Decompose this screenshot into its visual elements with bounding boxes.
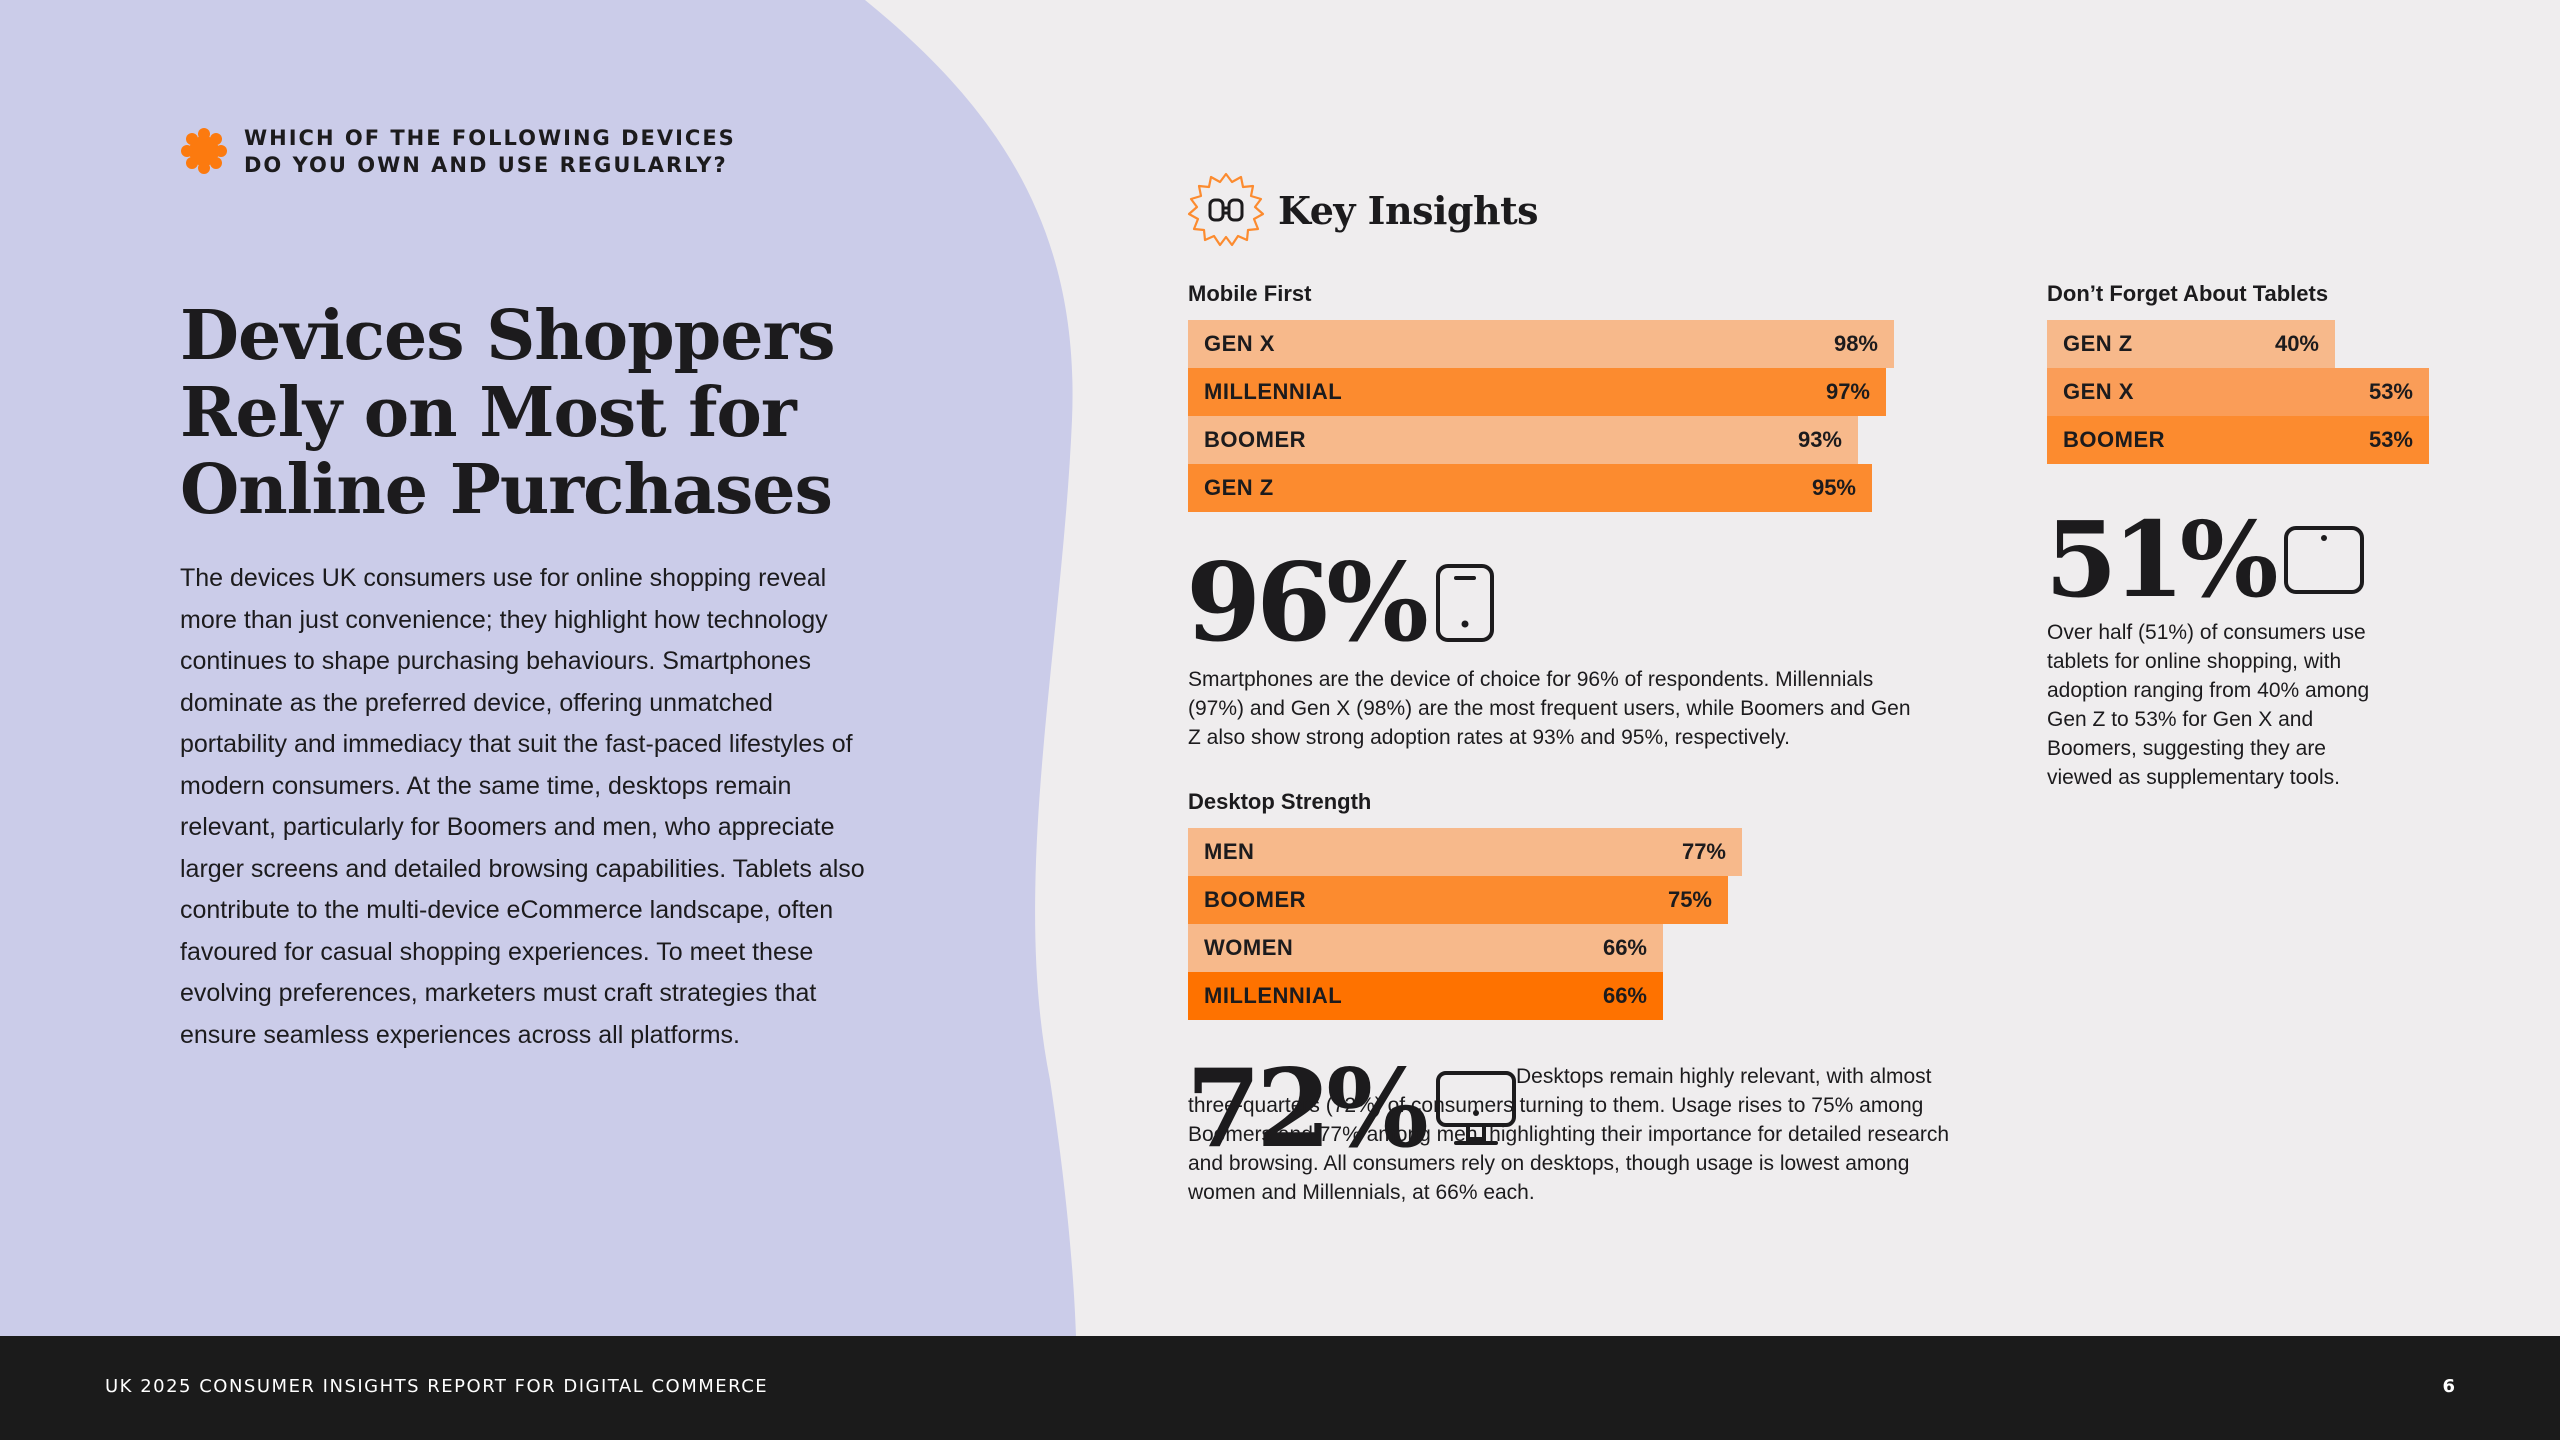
tablet-bar: GEN X 53% — [2047, 368, 2429, 416]
tablet-bar-value: 53% — [2368, 427, 2413, 452]
desktop-strength-label: Desktop Strength — [1188, 789, 1372, 814]
tablet-description: Over half (51%) of consumers use tablets… — [2047, 621, 2370, 789]
mobile-bar-label: BOOMER — [1204, 427, 1306, 452]
mobile-bar-label: GEN Z — [1204, 475, 1274, 500]
page-title-line-2: Rely on Most for — [180, 373, 797, 453]
desktop-stat: 72% — [1186, 1046, 1518, 1172]
tablet-icon — [2283, 525, 2364, 594]
mobile-bar: GEN Z 95% — [1188, 464, 1872, 512]
desktop-strength-bar-chart: MEN 77% BOOMER 75% WOMEN 66% MILLENNIAL 66% — [1188, 828, 1742, 1020]
smartphone-icon — [1435, 564, 1494, 642]
tablet-bar-value: 53% — [2368, 379, 2413, 404]
tablet-bar-label: BOOMER — [2063, 427, 2165, 452]
mobile-stat: 96% — [1186, 540, 1496, 666]
key-insights-title: Key Insights — [1278, 187, 1539, 233]
mobile-first-bar-chart: GEN X 98% MILLENNIAL 97% BOOMER 93% GEN Z 95% — [1188, 320, 1894, 512]
page-title-line-3: Online Purchases — [180, 450, 833, 530]
tablets-label: Don’t Forget About Tablets — [2047, 281, 2329, 306]
page-title-line-1: Devices Shoppers — [180, 296, 836, 376]
tablet-bar: GEN Z 40% — [2047, 320, 2335, 368]
tablet-stat: 51% — [2045, 498, 2366, 621]
tablet-bar-value: 40% — [2274, 331, 2319, 356]
desktop-bar-value: 75% — [1667, 887, 1712, 912]
desktop-bar: WOMEN 66% — [1188, 924, 1663, 972]
desktop-bar: BOOMER 75% — [1188, 876, 1728, 924]
desktop-bar-label: BOOMER — [1204, 887, 1306, 912]
tablet-bar-label: GEN Z — [2063, 331, 2133, 356]
desktop-description: Desktops remain highly relevant, with al… — [1188, 1065, 1950, 1204]
page-title: Devices Shoppers Rely on Most for Online… — [180, 298, 940, 529]
mobile-bar-value: 98% — [1833, 331, 1878, 356]
desktop-bar-value: 66% — [1602, 983, 1647, 1008]
desktop-monitor-icon — [1435, 1071, 1516, 1145]
page-number: 6 — [2442, 1376, 2455, 1397]
key-insights-header: Key Insights — [1186, 170, 1539, 250]
mobile-bar-value: 97% — [1825, 379, 1870, 404]
mobile-stat-value: 96% — [1186, 540, 1429, 666]
mobile-bar-label: GEN X — [1204, 331, 1275, 356]
binoculars-badge-icon — [1187, 172, 1265, 247]
tablet-bar-label: GEN X — [2063, 379, 2134, 404]
mobile-bar: BOOMER 93% — [1188, 416, 1858, 464]
left-panel — [0, 0, 1100, 1336]
desktop-bar: MILLENNIAL 66% — [1188, 972, 1663, 1020]
mobile-first-label: Mobile First — [1188, 281, 1312, 306]
mobile-description: Smartphones are the device of choice for… — [1188, 668, 1911, 749]
mobile-bar-value: 95% — [1811, 475, 1856, 500]
intro-paragraph: The devices UK consumers use for online … — [180, 564, 865, 1049]
mobile-bar-label: MILLENNIAL — [1204, 379, 1343, 404]
survey-question: WHICH OF THE FOLLOWING DEVICES DO YOU OW… — [180, 125, 736, 179]
left-panel-shape — [0, 0, 1076, 1336]
tablet-stat-value: 51% — [2045, 498, 2279, 621]
desktop-bar-label: WOMEN — [1204, 935, 1294, 960]
survey-question-text: WHICH OF THE FOLLOWING DEVICES DO YOU OW… — [244, 125, 736, 179]
mobile-bar: GEN X 98% — [1188, 320, 1894, 368]
desktop-bar-value: 77% — [1681, 839, 1726, 864]
mobile-bar: MILLENNIAL 97% — [1188, 368, 1886, 416]
survey-question-line-1: WHICH OF THE FOLLOWING DEVICES — [244, 126, 736, 150]
desktop-bar-label: MILLENNIAL — [1204, 983, 1343, 1008]
desktop-bar-value: 66% — [1602, 935, 1647, 960]
orange-burst-icon — [181, 128, 227, 174]
mobile-bar-value: 93% — [1797, 427, 1842, 452]
footer: UK 2025 CONSUMER INSIGHTS REPORT FOR DIG… — [0, 1336, 2560, 1440]
desktop-bar: MEN 77% — [1188, 828, 1742, 876]
desktop-bar-label: MEN — [1204, 839, 1255, 864]
footer-report-title: UK 2025 CONSUMER INSIGHTS REPORT FOR DIG… — [105, 1376, 769, 1397]
tablets-bar-chart: GEN Z 40% GEN X 53% BOOMER 53% — [2047, 320, 2429, 464]
survey-question-line-2: DO YOU OWN AND USE REGULARLY? — [244, 153, 728, 177]
tablet-bar: BOOMER 53% — [2047, 416, 2429, 464]
desktop-stat-value: 72% — [1186, 1046, 1429, 1172]
